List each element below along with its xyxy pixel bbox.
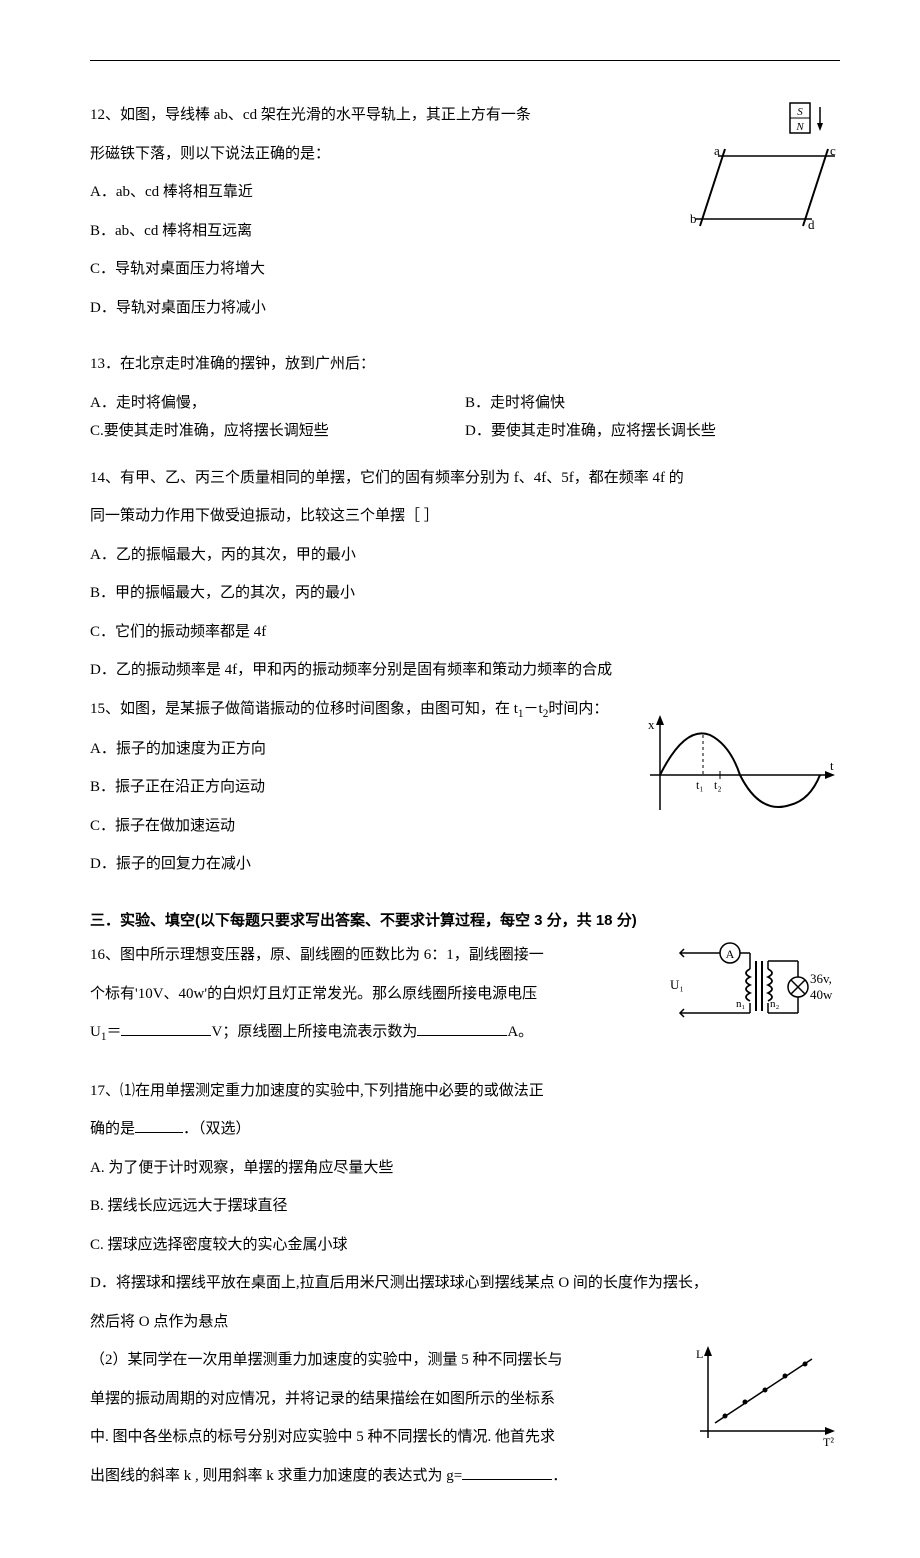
- question-17: 17、⑴在用单摆测定重力加速度的实验中,下列措施中必要的或做法正 确的是 ．（双选…: [90, 1077, 840, 1501]
- q14-opt-b: B．甲的振幅最大，乙的其次，丙的最小: [90, 579, 840, 608]
- q17-p2a: （2）某同学在一次用单摆测重力加速度的实验中，测量 5 种不同摆长与: [90, 1346, 840, 1375]
- q12-stem-2: 形磁铁下落，则以下说法正确的是：: [90, 140, 840, 169]
- q17-p1c: ．（双选）: [183, 1121, 251, 1137]
- q17-p2d-a: 出图线的斜率 k , 则用斜率 k 求重力加速度的表达式为 g=: [90, 1468, 462, 1484]
- q17-opt-b: B. 摆线长应远远大于摆球直径: [90, 1192, 840, 1221]
- q13-stem: 13．在北京走时准确的摆钟，放到广州后：: [90, 350, 840, 379]
- q16-eq: ＝: [106, 1024, 121, 1040]
- q17-p1a: 17、⑴在用单摆测定重力加速度的实验中,下列措施中必要的或做法正: [90, 1077, 840, 1106]
- question-15: x t t₁ t₂ 15、如图，是某振子做简谐振动的位移时间图象，由图可知，在 …: [90, 695, 840, 889]
- q14-opt-d: D．乙的振动频率是 4f，甲和丙的振动频率分别是固有频率和策动力频率的合成: [90, 656, 840, 685]
- top-rule: [90, 60, 840, 61]
- q15-opt-b: B．振子正在沿正方向运动: [90, 773, 840, 802]
- q17-p2d-row: 出图线的斜率 k , 则用斜率 k 求重力加速度的表达式为 g= ．: [90, 1462, 840, 1491]
- q15-stem-suffix: 时间内：: [548, 701, 608, 717]
- q12-stem-1: 12、如图，导线棒 ab、cd 架在光滑的水平导轨上，其正上方有一条: [90, 101, 840, 130]
- q16-end: A。: [507, 1024, 533, 1040]
- q17-opt-d2: 然后将 O 点作为悬点: [90, 1308, 840, 1337]
- q12-opt-c: C．导轨对桌面压力将增大: [90, 255, 840, 284]
- q17-p2d-b: ．: [552, 1468, 567, 1484]
- question-13: 13．在北京走时准确的摆钟，放到广州后： A．走时将偏慢， B．走时将偏快 C.…: [90, 350, 840, 446]
- blank-choice: [135, 1116, 183, 1134]
- question-12: S N a c b d 12、如图，导线棒 ab、cd 架在光滑的水平导轨上，其…: [90, 101, 840, 332]
- q13-opt-c: C.要使其走时准确，应将摆长调短些: [90, 417, 465, 446]
- blank-u1: [121, 1019, 211, 1037]
- q14-opt-c: C．它们的振动频率都是 4f: [90, 618, 840, 647]
- q12-opt-a: A．ab、cd 棒将相互靠近: [90, 178, 840, 207]
- q14-stem-2: 同一策动力作用下做受迫振动，比较这三个单摆［ ］: [90, 502, 840, 531]
- q14-stem-1: 14、有甲、乙、丙三个质量相同的单摆，它们的固有频率分别为 f、4f、5f，都在…: [90, 464, 840, 493]
- q17-opt-c: C. 摆球应选择密度较大的实心金属小球: [90, 1231, 840, 1260]
- question-16: A U₁ n: [90, 941, 840, 1058]
- q15-stem-prefix: 15、如图，是某振子做简谐振动的位移时间图象，由图可知，在 t: [90, 701, 518, 717]
- q16-line3: U1＝V；原线圈上所接电流表示数为A。: [90, 1018, 840, 1048]
- q12-opt-b: B．ab、cd 棒将相互远离: [90, 217, 840, 246]
- q15-opt-a: A．振子的加速度为正方向: [90, 735, 840, 764]
- q16-line1: 16、图中所示理想变压器，原、副线圈的匝数比为 6：1，副线圈接一: [90, 941, 840, 970]
- q17-opt-d: D．将摆球和摆线平放在桌面上,拉直后用米尺测出摆球球心到摆线某点 O 间的长度作…: [90, 1269, 840, 1298]
- q17-p2c: 中. 图中各坐标点的标号分别对应实验中 5 种不同摆长的情况. 他首先求: [90, 1423, 840, 1452]
- question-14: 14、有甲、乙、丙三个质量相同的单摆，它们的固有频率分别为 f、4f、5f，都在…: [90, 464, 840, 685]
- q17-opt-a: A. 为了便于计时观察，单摆的摆角应尽量大些: [90, 1154, 840, 1183]
- q12-opt-d: D．导轨对桌面压力将减小: [90, 294, 840, 323]
- q17-p1b: 确的是: [90, 1121, 135, 1137]
- q15-stem: 15、如图，是某振子做简谐振动的位移时间图象，由图可知，在 t1－t2时间内：: [90, 695, 840, 725]
- q17-p1b-row: 确的是 ．（双选）: [90, 1115, 840, 1144]
- q13-opt-d: D．要使其走时准确，应将摆长调长些: [465, 417, 840, 446]
- blank-g: [462, 1462, 552, 1480]
- q17-p2b: 单摆的振动周期的对应情况，并将记录的结果描绘在如图所示的坐标系: [90, 1385, 840, 1414]
- q15-opt-d: D．振子的回复力在减小: [90, 850, 840, 879]
- q16-line2: 个标有'10V、40w'的白炽灯且灯正常发光。那么原线圈所接电源电压: [90, 980, 840, 1009]
- blank-i: [417, 1019, 507, 1037]
- section-3-title: 三．实验、填空(以下每题只要求写出答案、不要求计算过程，每空 3 分，共 18 …: [90, 907, 840, 936]
- q16-u: U: [90, 1024, 101, 1040]
- q16-mid: V；原线圈上所接电流表示数为: [211, 1024, 417, 1040]
- q13-opt-a: A．走时将偏慢，: [90, 389, 465, 418]
- q13-opt-b: B．走时将偏快: [465, 389, 840, 418]
- q14-opt-a: A．乙的振幅最大，丙的其次，甲的最小: [90, 541, 840, 570]
- q15-opt-c: C．振子在做加速运动: [90, 812, 840, 841]
- q15-stem-mid: －t: [524, 701, 543, 717]
